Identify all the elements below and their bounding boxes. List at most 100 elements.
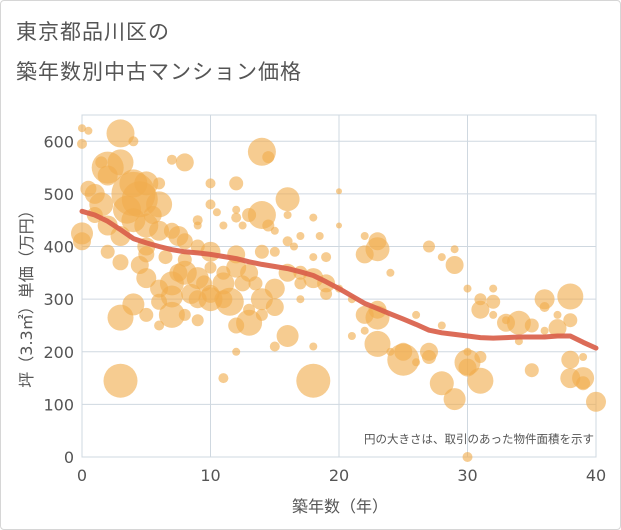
data-point [563,313,578,328]
data-point [296,295,305,304]
x-tick-label: 20 [329,466,349,485]
data-point [524,318,539,333]
y-tick-label: 100 [43,395,74,414]
x-tick-label: 0 [77,466,87,485]
data-point [586,391,606,412]
y-tick-label: 400 [43,238,74,257]
data-point [254,244,269,259]
data-point [232,205,241,214]
data-point [474,351,487,363]
data-point [282,236,293,247]
data-point [248,276,263,291]
data-point [236,309,263,336]
data-point [175,153,194,172]
data-point [309,342,318,351]
data-point [553,310,562,319]
data-point [107,149,134,176]
data-point [238,221,247,230]
data-point [128,136,139,147]
data-point [467,367,494,394]
data-point [524,363,539,378]
data-point [347,332,356,340]
data-point [437,253,446,262]
data-point [265,298,284,316]
data-point [336,222,342,229]
data-point [218,373,229,384]
data-point [138,246,155,263]
data-point [422,350,436,364]
x-tick-label: 40 [586,466,606,485]
data-point [506,310,531,335]
data-point [463,284,472,293]
data-point [502,316,510,325]
data-point [296,232,305,240]
data-point [443,388,466,411]
data-point [103,363,138,398]
data-point [100,244,115,259]
data-point [216,265,231,280]
bubble-layer [71,119,606,462]
data-point [534,289,555,310]
data-point [154,320,165,331]
data-point [294,277,307,290]
data-point [262,151,275,164]
data-point [264,278,285,299]
trend-layer [79,208,599,351]
data-point [84,126,93,135]
data-point [548,319,567,338]
data-point [231,212,242,223]
data-point [321,252,332,263]
y-tick-label: 200 [43,343,74,362]
data-point [429,371,454,396]
data-point [176,233,193,250]
data-point [486,294,501,309]
data-point [489,284,498,293]
y-axis-label: 坪（3.3㎡）単価（万円） [17,202,36,387]
data-point [462,452,473,462]
data-point [160,285,183,308]
data-point [190,239,205,254]
data-point [540,326,549,335]
data-point [112,254,129,271]
data-point [276,325,299,347]
data-point [471,300,490,319]
y-tick-label: 600 [43,132,74,151]
data-point [232,347,241,356]
data-point [229,176,244,191]
data-point [437,321,446,330]
data-point [269,246,280,257]
data-point [95,156,108,169]
data-point [204,261,217,274]
data-point [275,187,300,212]
y-tick-label: 0 [64,448,74,467]
data-point [205,199,216,210]
data-point [283,211,292,219]
data-point [134,171,159,196]
data-point [557,283,584,310]
data-point [270,226,279,235]
data-point [139,307,154,322]
data-point [364,330,391,357]
data-point [309,213,318,222]
data-point [561,350,580,369]
x-axis-label: 築年数（年） [292,497,388,516]
data-point [290,242,298,251]
chart-title-line1: 東京都品川区の [16,20,170,44]
data-point [412,358,421,367]
data-point [579,353,588,361]
size-note: 円の大きさは、取引のあった物件面積を示す [364,432,594,446]
data-point [205,178,216,189]
data-point [215,287,244,316]
data-point [149,220,170,241]
trend-line [79,208,599,351]
data-point [296,363,331,398]
data-point [412,310,421,319]
data-point [445,256,464,274]
data-point [576,376,591,391]
data-point [122,293,145,316]
data-point [177,252,192,267]
data-point [191,314,204,327]
data-point [394,342,413,361]
